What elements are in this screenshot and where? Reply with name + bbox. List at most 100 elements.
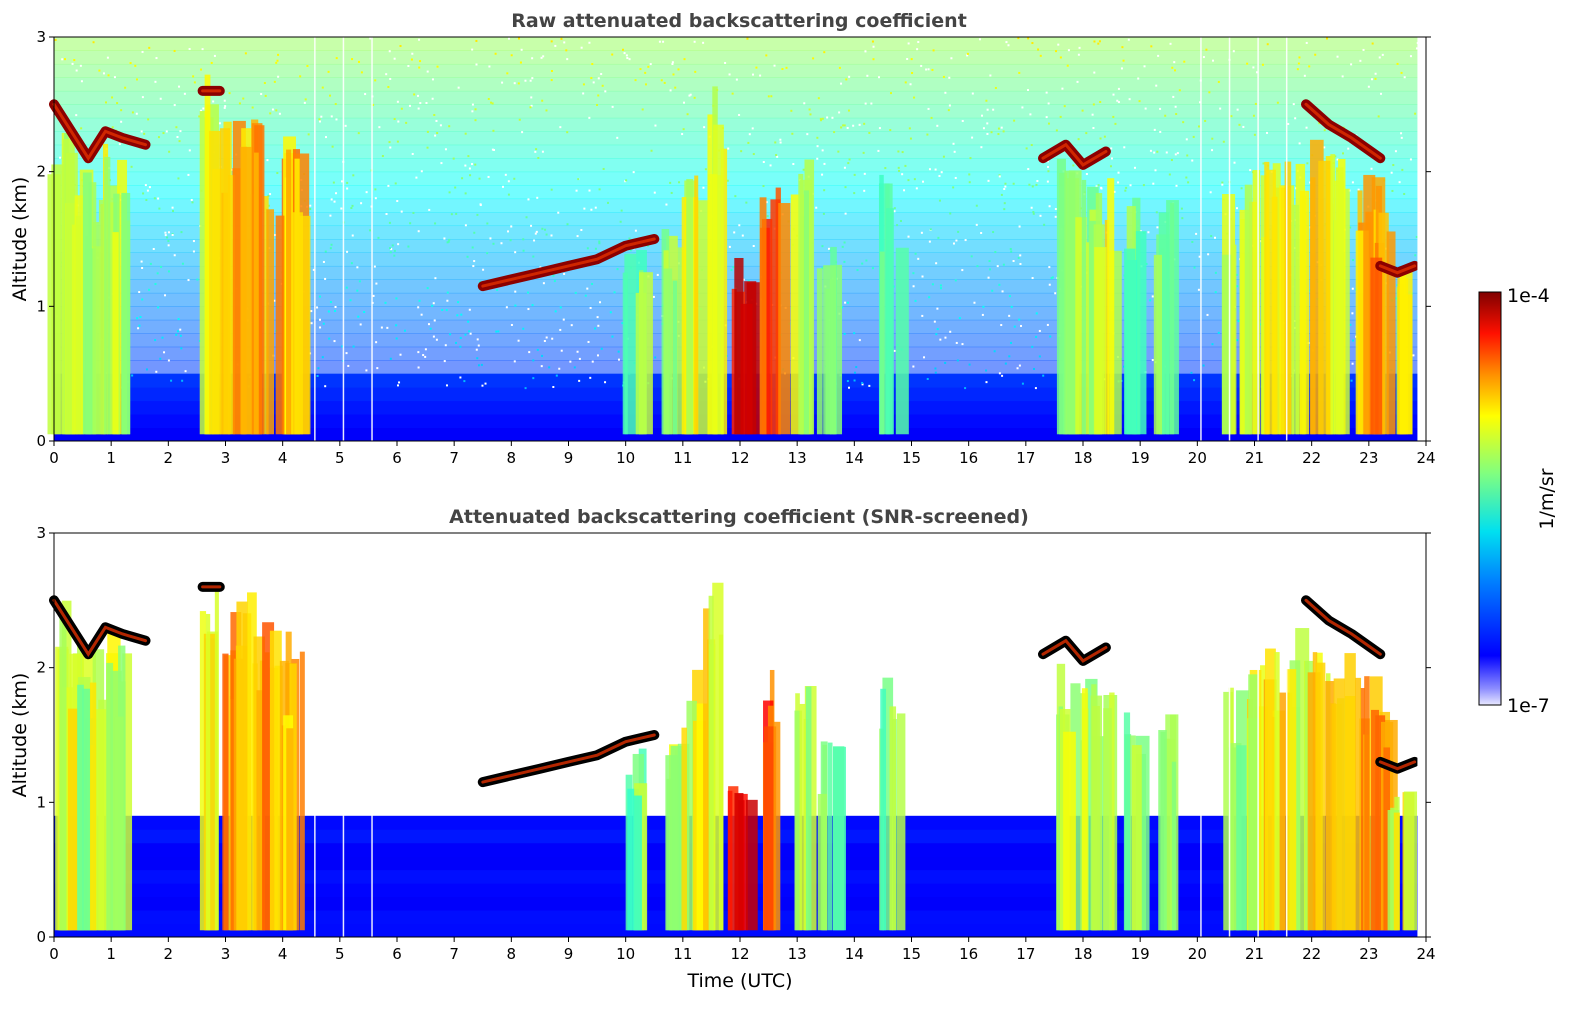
- noise-speckle: [1012, 260, 1015, 263]
- noise-speckle: [152, 247, 155, 250]
- noise-speckle: [562, 318, 565, 321]
- y-tick-label: 1: [36, 793, 46, 811]
- noise-speckle: [975, 223, 978, 226]
- noise-speckle: [846, 380, 849, 383]
- panel-title: Raw attenuated backscattering coefficien…: [511, 10, 967, 32]
- noise-speckle: [1395, 297, 1398, 300]
- noise-speckle: [1359, 59, 1362, 62]
- noise-speckle: [847, 109, 850, 112]
- noise-speckle: [928, 296, 931, 299]
- noise-speckle: [628, 58, 631, 61]
- noise-speckle: [844, 186, 847, 189]
- noise-speckle: [513, 360, 516, 363]
- noise-speckle: [781, 68, 784, 71]
- noise-speckle: [650, 149, 653, 152]
- noise-speckle: [971, 92, 974, 95]
- noise-speckle: [1207, 253, 1210, 256]
- cloud-column: [665, 755, 679, 931]
- plot-area-screened: [49, 533, 1426, 938]
- noise-speckle: [767, 95, 770, 98]
- x-tick-label: 3: [221, 449, 231, 467]
- noise-speckle: [903, 189, 906, 192]
- noise-speckle: [180, 347, 183, 350]
- noise-speckle: [654, 356, 657, 359]
- noise-speckle: [173, 254, 176, 257]
- noise-speckle: [1004, 362, 1007, 365]
- noise-speckle: [111, 96, 114, 99]
- noise-speckle: [632, 171, 635, 174]
- noise-speckle: [861, 383, 864, 386]
- cloud-layer-core: [1304, 598, 1382, 656]
- cloud-column: [734, 257, 744, 435]
- noise-speckle: [491, 102, 494, 105]
- cloud-column: [798, 173, 804, 435]
- cloud-layer-core: [1378, 264, 1417, 275]
- noise-speckle: [766, 215, 769, 218]
- noise-speckle: [991, 289, 994, 292]
- noise-speckle: [822, 212, 825, 215]
- noise-speckle: [434, 134, 437, 137]
- x-tick-label: 7: [449, 945, 459, 963]
- noise-speckle: [1035, 183, 1038, 186]
- cloud-column: [1375, 715, 1386, 931]
- noise-speckle: [550, 234, 553, 237]
- noise-speckle: [985, 99, 988, 102]
- noise-speckle: [163, 351, 166, 354]
- y-ticks: 0 1 2 3: [36, 28, 1431, 450]
- noise-speckle: [167, 270, 170, 273]
- noise-speckle: [490, 101, 493, 104]
- noise-speckle: [319, 120, 322, 123]
- noise-speckle: [1351, 181, 1354, 184]
- noise-speckle: [1256, 71, 1259, 74]
- noise-speckle: [492, 129, 495, 132]
- noise-speckle: [432, 335, 435, 338]
- panel-screened: Attenuated backscattering coefficient (S…: [9, 506, 1436, 992]
- noise-speckle: [517, 339, 520, 342]
- noise-speckle: [540, 56, 543, 59]
- x-tick-label: 16: [959, 449, 978, 467]
- noise-speckle: [752, 153, 755, 156]
- noise-speckle: [981, 313, 984, 316]
- cloud-column: [635, 292, 647, 435]
- noise-speckle: [1047, 122, 1050, 125]
- noise-speckle: [904, 164, 907, 167]
- noise-speckle: [600, 73, 603, 76]
- noise-speckle: [969, 157, 972, 160]
- noise-speckle: [1110, 157, 1113, 160]
- noise-speckle: [1120, 67, 1123, 70]
- noise-speckle: [172, 210, 175, 213]
- noise-speckle: [582, 83, 585, 86]
- cloud-column: [633, 795, 642, 931]
- noise-speckle: [271, 108, 274, 111]
- noise-speckle: [446, 291, 449, 294]
- noise-speckle: [656, 273, 659, 276]
- noise-speckle: [1414, 112, 1417, 115]
- noise-speckle: [1138, 100, 1141, 103]
- noise-speckle: [909, 137, 912, 140]
- noise-speckle: [994, 251, 997, 254]
- noise-speckle: [493, 148, 496, 151]
- noise-speckle: [260, 93, 263, 96]
- noise-speckle: [573, 366, 576, 369]
- noise-speckle: [1425, 382, 1428, 385]
- cloud-column: [199, 611, 207, 931]
- noise-speckle: [1211, 149, 1214, 152]
- noise-speckle: [992, 231, 995, 234]
- x-tick-label: 22: [1302, 449, 1321, 467]
- cloud-column: [889, 706, 897, 931]
- noise-speckle: [660, 79, 663, 82]
- cloud-column: [728, 786, 739, 931]
- noise-speckle: [1186, 154, 1189, 157]
- noise-speckle: [178, 140, 181, 143]
- noise-speckle: [167, 359, 170, 362]
- noise-speckle: [513, 177, 516, 180]
- cloud-column: [896, 713, 906, 931]
- noise-speckle: [179, 130, 182, 133]
- noise-speckle: [530, 224, 533, 227]
- noise-speckle: [1185, 176, 1188, 179]
- noise-speckle: [931, 68, 934, 71]
- noise-speckle: [1249, 169, 1252, 172]
- noise-speckle: [1059, 115, 1062, 118]
- noise-speckle: [480, 363, 483, 366]
- cloud-column: [880, 688, 887, 931]
